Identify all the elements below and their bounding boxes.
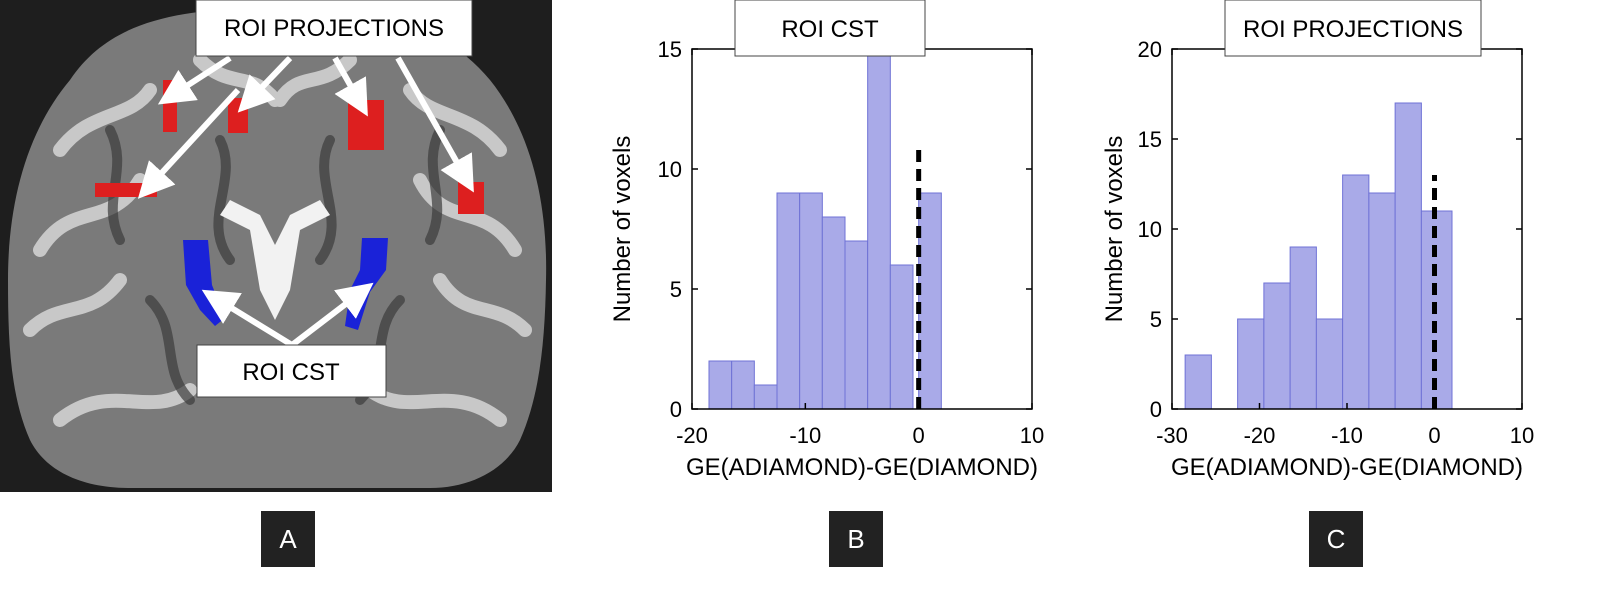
histogram-bar [776,192,801,410]
histogram-bar [1368,192,1396,410]
x-tick-label: -20 [1244,423,1276,448]
roi-projections-label: ROI PROJECTIONS [224,15,444,42]
roi-projection-region [458,182,484,214]
x-tick-label: -10 [789,423,821,448]
y-tick-label: 5 [1150,307,1162,332]
roi-cst-label-box [196,344,387,398]
y-axis-label: Number of voxels [1101,136,1128,323]
chart-title-box [1224,0,1482,57]
chart-title-box [734,0,926,57]
y-tick-label: 10 [1138,217,1162,242]
y-tick-label: 0 [670,397,682,422]
arrow [137,87,241,199]
x-tick-label: -20 [676,423,708,448]
chart-title: ROI PROJECTIONS [1243,16,1463,43]
y-tick-label: 0 [1150,397,1162,422]
y-tick-label: 10 [658,157,682,182]
roi-projection-region [348,100,384,150]
histogram-bar [889,264,914,410]
arrow [237,55,293,113]
histogram-bar [1263,282,1291,410]
histogram-bar [1394,102,1422,410]
panel-letter-b: B [829,511,883,567]
arrow [395,56,474,193]
roi-cst-label: ROI CST [242,359,340,386]
roi-projection-region [163,80,177,132]
histogram-bar [1289,246,1317,410]
histogram-bar [918,192,942,410]
x-axis-label: GE(ADIAMOND)-GE(DIAMOND) [1171,454,1523,481]
roi-projection-region [228,98,248,133]
roi-projections-label-box [195,0,473,57]
arrow [332,56,368,117]
x-tick-label: -30 [1156,423,1188,448]
brain-mri-panel: ROI PROJECTIONS ROI CST [0,0,552,492]
panel-letter-a: A [261,511,315,567]
histogram-roi-projections: -30 -20 -10 0 10 0 5 10 15 20 GE(ADIAMOND)-GE(DIAM… [1101,0,1534,481]
y-tick-label: 15 [1138,127,1162,152]
x-tick-label: 10 [1020,423,1044,448]
y-tick-label: 15 [658,37,682,62]
arrow [201,289,294,348]
annotation-arrows [137,55,474,348]
panel-letter-c: C [1309,511,1363,567]
histogram-bar [867,48,891,410]
histogram-bar [708,360,733,410]
y-tick-label: 20 [1138,37,1162,62]
histogram-bar [1184,354,1212,410]
histogram-bar [1342,174,1370,410]
x-axis-label: GE(ADIAMOND)-GE(DIAMOND) [686,454,1038,481]
chart-title: ROI CST [781,16,879,43]
histogram-bar [731,360,755,410]
histogram-roi-cst: -20 -10 0 10 0 5 10 15 GE(ADIAMOND)-GE(DIAMOND) N… [609,0,1044,481]
histogram-bar [821,216,846,410]
arrow [157,55,232,105]
histogram-bar [1237,318,1265,410]
x-tick-label: 0 [1428,423,1440,448]
histogram-bar [1315,318,1344,410]
y-axis-label: Number of voxels [609,136,636,323]
arrow [290,282,374,348]
x-tick-label: 0 [913,423,925,448]
histogram-bar [753,384,778,410]
ventricle-structure [220,200,330,320]
histogram-bar [799,192,823,410]
histogram-bar [844,240,869,410]
x-tick-label: 10 [1510,423,1534,448]
x-tick-label: -10 [1331,423,1363,448]
y-tick-label: 5 [670,277,682,302]
